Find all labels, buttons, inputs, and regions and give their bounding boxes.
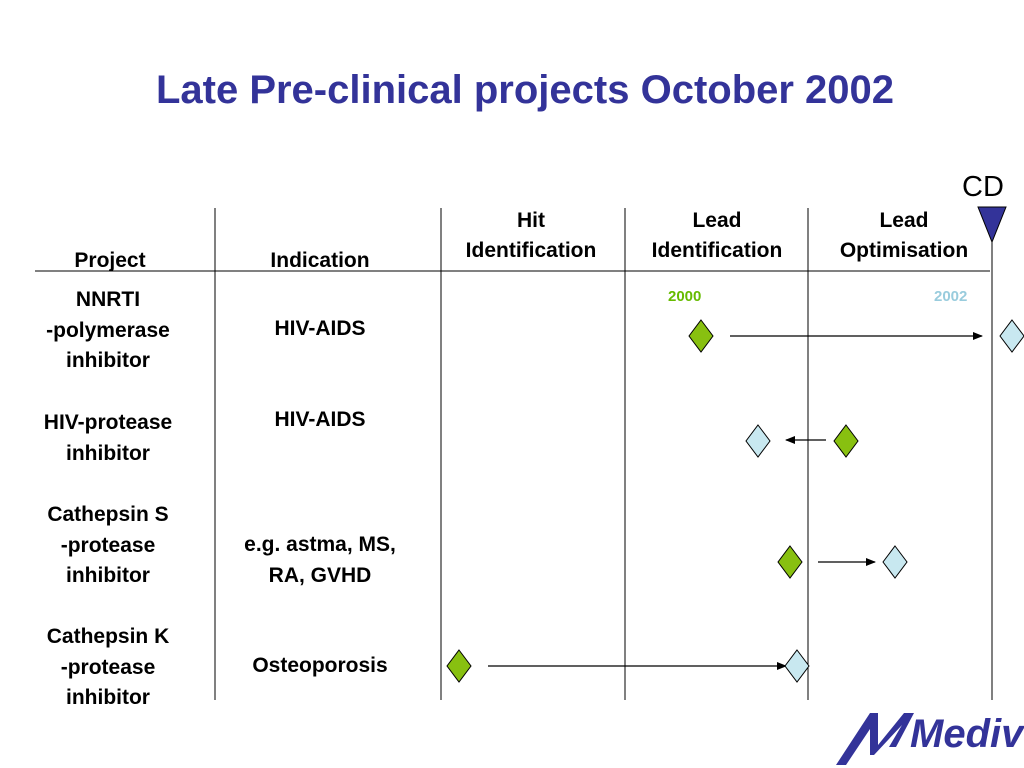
project-3-line-3: inhibitor [66,564,150,587]
diamond-start-2000-row4 [446,649,472,683]
project-name-3: Cathepsin S -protease inhibitor [18,500,198,592]
header-lead-optimisation: Lead Optimisation [810,206,998,266]
indication-3-line-2: RA, GVHD [268,563,372,587]
diamond-end-2002-row3 [882,545,908,579]
project-2-line-1: HIV-protease [43,411,173,434]
indication-1: HIV-AIDS [220,314,420,345]
header-indication: Indication [270,249,370,272]
header-hit-line-2: Identification [465,239,597,262]
diamond-start-2000-row3 [777,545,803,579]
diamond-end-2002-row1 [999,319,1024,353]
diamond-start-2000-row2 [833,424,859,458]
project-4-line-1: Cathepsin K [46,625,170,648]
project-1-line-2: -polymerase [46,318,170,342]
project-3-line-2: -protease [60,533,156,557]
header-hit-line-1: Hit [517,209,545,232]
diamond-end-2002-row2 [745,424,771,458]
medivir-logo-text: Medivir [910,712,1024,756]
project-1-line-3: inhibitor [66,349,150,372]
header-lead-id-line-1: Lead [692,209,742,232]
header-hit-identification: Hit Identification [440,206,622,266]
diamond-start-2000-row1 [688,319,714,353]
project-4-line-3: inhibitor [66,686,150,709]
project-name-1: NNRTI -polymerase inhibitor [18,285,198,377]
header-lead-id-line-2: Identification [651,239,783,262]
project-name-2: HIV-protease inhibitor [18,408,198,469]
page-title: Late Pre-clinical projects October 2002 [155,68,895,112]
project-2-line-2: inhibitor [66,441,150,465]
project-name-4: Cathepsin K -protease inhibitor [18,622,198,714]
project-4-line-2: -protease [60,655,156,679]
indication-4: Osteoporosis [220,651,420,682]
cd-triangle-marker [977,206,1007,244]
year-label-2002: 2002 [934,288,968,305]
indication-1-line-1: HIV-AIDS [274,317,366,340]
indication-3: e.g. astma, MS, RA, GVHD [210,530,430,591]
year-label-2000: 2000 [668,288,702,305]
medivir-logo: Medivir [836,712,1024,765]
project-3-line-1: Cathepsin S [47,503,169,526]
diamond-end-2002-row4 [784,649,810,683]
indication-2-line-1: HIV-AIDS [274,408,366,431]
indication-3-line-1: e.g. astma, MS, [244,533,396,556]
project-1-line-1: NNRTI [75,288,141,311]
header-lead-identification: Lead Identification [626,206,808,266]
header-lead-opt-line-1: Lead [879,209,929,232]
indication-4-line-1: Osteoporosis [252,654,388,677]
header-project: Project [74,249,146,272]
cd-label: CD [962,171,1004,203]
header-lead-opt-line-2: Optimisation [839,239,969,262]
indication-2: HIV-AIDS [220,405,420,436]
